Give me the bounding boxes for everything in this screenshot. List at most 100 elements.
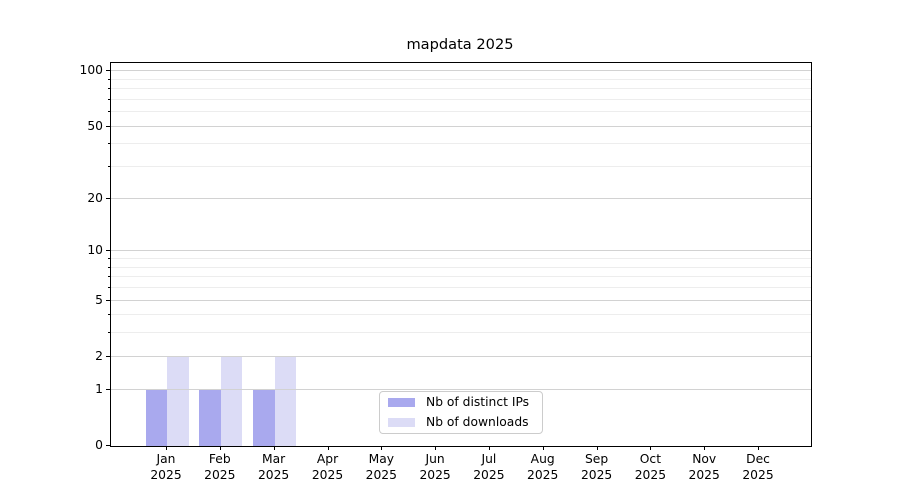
y-axis-minor-tick bbox=[108, 258, 110, 259]
x-label-year: 2025 bbox=[742, 467, 774, 482]
x-label-month: Apr bbox=[316, 452, 339, 466]
y-axis-label: 20 bbox=[87, 190, 103, 205]
legend-swatch-downloads bbox=[388, 418, 415, 427]
gridline-minor bbox=[111, 78, 811, 80]
x-axis-label-may: May 2025 bbox=[353, 452, 409, 483]
bar-nb-of-distinct-ips-feb bbox=[199, 389, 221, 446]
x-label-year: 2025 bbox=[688, 467, 720, 482]
y-axis-minor-tick bbox=[108, 287, 110, 288]
bar-nb-of-downloads-jan bbox=[167, 356, 189, 446]
y-axis-minor-tick bbox=[108, 78, 110, 80]
gridline-major bbox=[111, 250, 811, 252]
legend-item-downloads: Nb of downloads bbox=[388, 414, 534, 431]
x-label-year: 2025 bbox=[311, 467, 344, 482]
x-label-month: Sep bbox=[585, 452, 609, 466]
gridline-major bbox=[111, 388, 811, 390]
y-axis-minor-tick bbox=[108, 111, 110, 113]
legend-label-distinct-ips: Nb of distinct IPs bbox=[426, 395, 530, 409]
x-axis-label-mar: Mar 2025 bbox=[246, 452, 302, 483]
x-axis-label-dec: Dec 2025 bbox=[730, 452, 786, 483]
plot-area bbox=[110, 62, 812, 447]
y-axis-label: 50 bbox=[87, 118, 103, 133]
x-label-year: 2025 bbox=[580, 467, 613, 482]
x-axis-label-jul: Jul 2025 bbox=[461, 452, 517, 483]
gridline-minor bbox=[111, 276, 811, 278]
x-axis-label-aug: Aug 2025 bbox=[515, 452, 571, 483]
y-axis-minor-tick bbox=[108, 88, 110, 90]
x-axis-tick bbox=[758, 446, 759, 450]
y-axis-minor-tick bbox=[108, 143, 110, 145]
gridline-major bbox=[111, 70, 811, 72]
y-axis-label: 5 bbox=[95, 292, 103, 307]
chart-title: mapdata 2025 bbox=[406, 36, 514, 53]
legend: Nb of distinct IPs Nb of downloads bbox=[379, 391, 543, 434]
y-axis-tick bbox=[106, 445, 110, 446]
x-axis-label-sep: Sep 2025 bbox=[569, 452, 625, 483]
y-axis-minor-tick bbox=[108, 332, 110, 334]
gridline-minor bbox=[111, 111, 811, 113]
x-axis-tick bbox=[704, 446, 706, 450]
y-axis-tick bbox=[106, 299, 110, 301]
x-label-month: Jul bbox=[481, 452, 497, 466]
x-label-year: 2025 bbox=[527, 467, 559, 482]
x-axis-label-feb: Feb 2025 bbox=[192, 452, 248, 483]
x-axis-label-nov: Nov 2025 bbox=[676, 452, 732, 483]
x-label-month: May bbox=[368, 452, 395, 466]
gridline-major bbox=[111, 299, 811, 301]
x-label-year: 2025 bbox=[419, 467, 451, 482]
y-axis-minor-tick bbox=[108, 98, 110, 100]
legend-label-downloads: Nb of downloads bbox=[426, 415, 529, 429]
gridline-minor bbox=[111, 332, 811, 334]
x-axis-tick bbox=[327, 446, 329, 450]
x-label-month: Aug bbox=[530, 452, 555, 466]
legend-item-distinct-ips: Nb of distinct IPs bbox=[388, 394, 534, 411]
gridline-major bbox=[111, 355, 811, 357]
x-label-month: Nov bbox=[692, 452, 717, 466]
x-axis-label-jun: Jun 2025 bbox=[407, 452, 463, 483]
x-label-month: Jan bbox=[156, 452, 176, 466]
gridline-minor bbox=[111, 266, 811, 268]
y-axis-tick bbox=[106, 125, 110, 127]
x-label-month: Oct bbox=[639, 452, 662, 466]
x-label-month: Mar bbox=[261, 452, 286, 466]
gridline-minor bbox=[111, 98, 811, 100]
y-axis-label: 2 bbox=[95, 348, 103, 363]
y-axis-minor-tick bbox=[108, 266, 110, 268]
x-axis-tick bbox=[488, 446, 490, 450]
x-label-year: 2025 bbox=[150, 467, 182, 482]
x-label-year: 2025 bbox=[257, 467, 290, 482]
gridline-minor bbox=[111, 314, 811, 316]
y-axis-minor-tick bbox=[108, 276, 110, 278]
y-axis-tick bbox=[106, 70, 110, 72]
x-axis-tick bbox=[542, 446, 544, 450]
gridline-minor bbox=[111, 258, 811, 259]
y-axis-tick bbox=[106, 250, 110, 252]
x-label-year: 2025 bbox=[634, 467, 667, 482]
gridline-minor bbox=[111, 287, 811, 288]
x-label-year: 2025 bbox=[204, 467, 236, 482]
bar-nb-of-downloads-mar bbox=[274, 356, 297, 446]
y-axis-tick bbox=[106, 355, 110, 357]
y-axis-tick bbox=[106, 197, 110, 199]
gridline-major bbox=[111, 197, 811, 199]
x-axis-tick bbox=[596, 446, 598, 450]
x-axis-tick bbox=[381, 446, 383, 450]
y-axis-minor-tick bbox=[108, 166, 110, 168]
x-axis-label-jan: Jan 2025 bbox=[138, 452, 194, 483]
gridline-major bbox=[111, 125, 811, 127]
gridline-minor bbox=[111, 166, 811, 168]
legend-swatch-distinct-ips bbox=[388, 398, 415, 407]
bar-nb-of-distinct-ips-jan bbox=[145, 389, 167, 446]
gridline-minor bbox=[111, 143, 811, 145]
bar-nb-of-distinct-ips-mar bbox=[253, 389, 275, 446]
bar-nb-of-downloads-feb bbox=[220, 356, 243, 446]
x-axis-tick bbox=[650, 446, 652, 450]
y-axis-tick bbox=[106, 388, 110, 390]
x-axis-tick bbox=[435, 446, 437, 450]
x-axis-tick bbox=[273, 446, 275, 450]
y-axis-label: 1 bbox=[95, 381, 103, 396]
x-label-year: 2025 bbox=[473, 467, 505, 482]
x-label-month: Dec bbox=[746, 452, 770, 466]
y-axis-label: 100 bbox=[79, 63, 103, 78]
